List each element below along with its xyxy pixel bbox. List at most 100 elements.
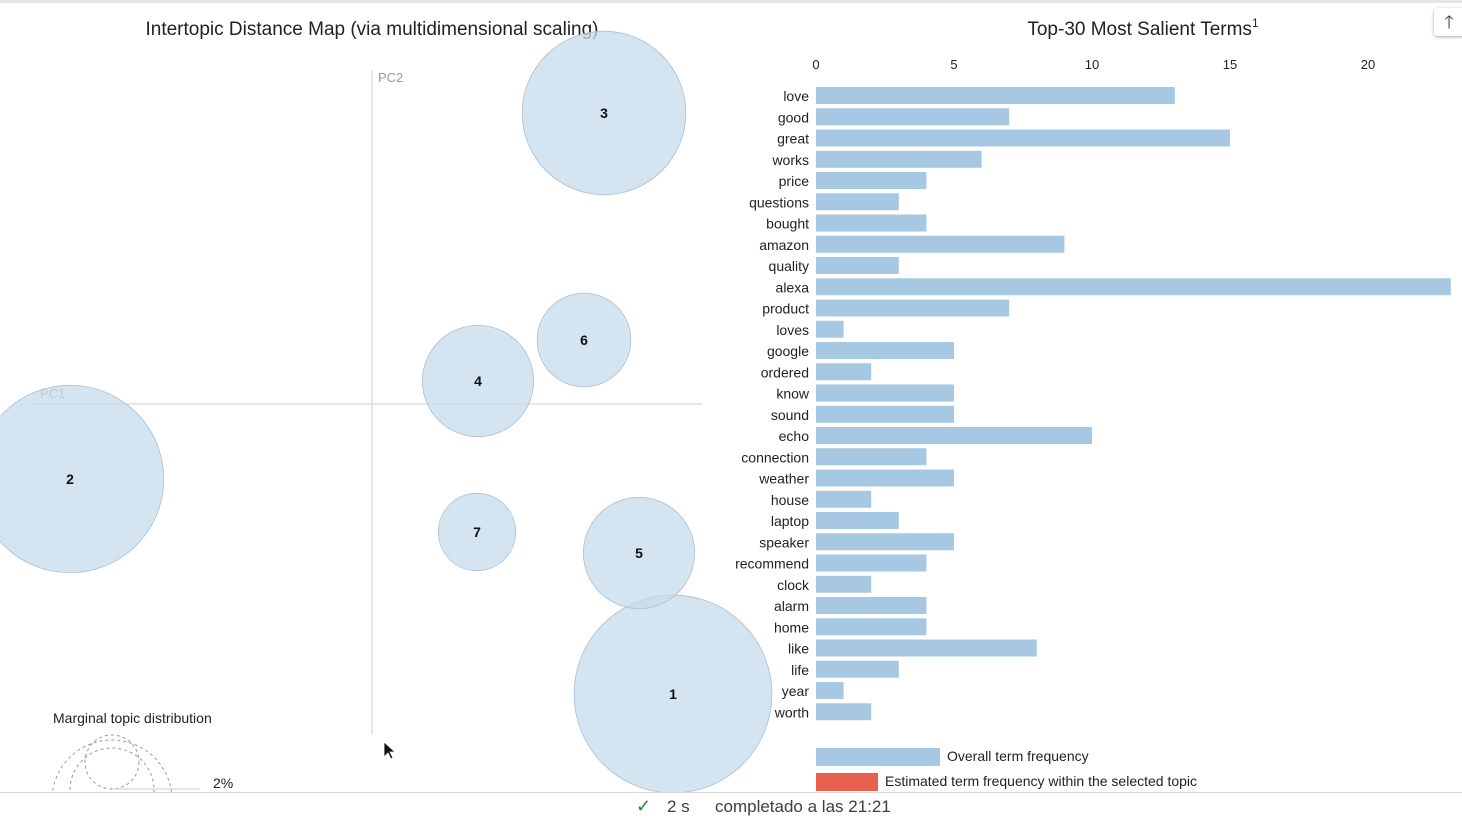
term-label-ordered[interactable]: ordered	[761, 364, 809, 380]
pc2-label: PC2	[378, 70, 403, 85]
ldavis-visualization: Intertopic Distance Map (via multidimens…	[0, 16, 1451, 792]
term-label-weather[interactable]: weather	[758, 471, 809, 487]
marginal-legend	[52, 734, 172, 792]
bar-home[interactable]	[816, 618, 927, 636]
marginal-label: 2%	[213, 775, 233, 791]
output-divider	[0, 792, 1462, 793]
bar-clock[interactable]	[816, 575, 872, 593]
term-label-google[interactable]: google	[767, 343, 809, 359]
term-label-questions[interactable]: questions	[749, 194, 809, 210]
bar-speaker[interactable]	[816, 533, 954, 551]
topic-bubble-6[interactable]	[536, 292, 632, 388]
term-label-alarm[interactable]: alarm	[774, 598, 809, 614]
term-label-sound[interactable]: sound	[771, 407, 809, 423]
legend-swatch-overall	[816, 748, 940, 766]
term-label-great[interactable]: great	[777, 131, 809, 147]
term-label-know[interactable]: know	[776, 386, 810, 402]
bar-year[interactable]	[816, 682, 844, 699]
scroll-to-top-button[interactable]: 🡑	[1434, 8, 1462, 36]
term-label-year[interactable]: year	[782, 683, 810, 699]
term-label-life[interactable]: life	[791, 662, 809, 678]
marginal-circle-large	[52, 739, 172, 792]
term-label-clock[interactable]: clock	[777, 577, 810, 593]
term-label-like[interactable]: like	[788, 641, 809, 657]
bar-worth[interactable]	[816, 703, 872, 721]
bar-recommend[interactable]	[816, 554, 927, 572]
topic-bubble-4[interactable]	[421, 324, 535, 438]
term-label-love[interactable]: love	[783, 88, 809, 104]
topic-label-4: 4	[474, 373, 482, 389]
term-label-laptop[interactable]: laptop	[771, 513, 809, 529]
term-label-home[interactable]: home	[774, 619, 809, 635]
topic-bubble-5[interactable]	[582, 496, 696, 610]
topic-label-5: 5	[635, 545, 643, 561]
term-label-alexa[interactable]: alexa	[776, 279, 810, 295]
bar-alarm[interactable]	[816, 597, 927, 614]
bar-product[interactable]	[816, 299, 1010, 317]
bar-connection[interactable]	[816, 448, 927, 466]
execution-status-bar: ✓ 2 s completado a las 21:21	[0, 794, 1462, 822]
x-tick-label: 15	[1223, 57, 1237, 72]
bar-ordered[interactable]	[816, 363, 872, 381]
bar-sound[interactable]	[816, 405, 954, 423]
bar-title: Top-30 Most Salient Terms1	[1027, 16, 1259, 40]
x-tick-label: 0	[812, 57, 819, 72]
bar-title-text: Top-30 Most Salient Terms	[1027, 19, 1252, 40]
legend-swatch-topic	[816, 773, 878, 791]
bar-good[interactable]	[816, 108, 1010, 126]
topic-label-3: 3	[600, 105, 608, 121]
bar-know[interactable]	[816, 384, 954, 402]
bar-echo[interactable]	[816, 427, 1092, 444]
check-icon: ✓	[636, 796, 652, 816]
legend-label-overall: Overall term frequency	[947, 748, 1089, 764]
bar-like[interactable]	[816, 639, 1037, 657]
topic-label-7: 7	[473, 524, 481, 540]
bar-questions[interactable]	[816, 193, 899, 211]
topic-bubble-2[interactable]	[0, 384, 165, 574]
topic-label-6: 6	[580, 332, 588, 348]
bar-title-superscript: 1	[1252, 16, 1259, 30]
term-label-loves[interactable]: loves	[776, 322, 809, 338]
bar-laptop[interactable]	[816, 512, 899, 529]
bar-price[interactable]	[816, 172, 927, 189]
bar-house[interactable]	[816, 490, 872, 508]
term-label-bought[interactable]: bought	[766, 216, 809, 232]
marginal-title: Marginal topic distribution	[53, 710, 212, 726]
bar-alexa[interactable]	[816, 278, 1451, 296]
bar-works[interactable]	[816, 150, 982, 168]
bar-love[interactable]	[816, 87, 1175, 104]
x-tick-label: 10	[1085, 57, 1099, 72]
bar-great[interactable]	[816, 129, 1230, 147]
topic-bubble-3[interactable]	[521, 30, 687, 196]
mouse-cursor-icon	[383, 741, 397, 760]
execution-duration: 2 s	[667, 797, 690, 816]
salient-terms-chart: Top-30 Most Salient Terms1 0 5 10 15 20 love…	[735, 16, 1451, 791]
execution-message: completado a las 21:21	[715, 797, 891, 816]
intertopic-distance-map: Intertopic Distance Map (via multidimens…	[0, 19, 773, 792]
term-label-speaker[interactable]: speaker	[759, 534, 809, 550]
x-tick-label: 20	[1361, 57, 1375, 72]
topic-label-2: 2	[66, 471, 74, 487]
map-title: Intertopic Distance Map (via multidimens…	[145, 19, 598, 40]
term-label-quality[interactable]: quality	[769, 258, 809, 274]
term-label-connection[interactable]: connection	[741, 449, 809, 465]
bar-loves[interactable]	[816, 320, 844, 338]
bar-quality[interactable]	[816, 257, 899, 274]
bar-bought[interactable]	[816, 214, 927, 232]
term-label-good[interactable]: good	[778, 109, 809, 125]
topic-bubble-7[interactable]	[437, 492, 517, 572]
term-label-recommend[interactable]: recommend	[735, 556, 809, 572]
term-label-amazon[interactable]: amazon	[759, 237, 809, 253]
bar-google[interactable]	[816, 342, 954, 359]
term-label-works[interactable]: works	[771, 152, 809, 168]
bar-weather[interactable]	[816, 469, 954, 487]
bar-life[interactable]	[816, 660, 899, 678]
term-label-house[interactable]: house	[771, 492, 809, 508]
term-label-price[interactable]: price	[779, 173, 810, 189]
term-label-worth[interactable]: worth	[774, 704, 809, 720]
term-label-echo[interactable]: echo	[779, 428, 810, 444]
arrow-up-icon: 🡑	[1444, 12, 1454, 32]
term-label-product[interactable]: product	[762, 301, 809, 317]
top-border	[0, 0, 1462, 3]
bar-amazon[interactable]	[816, 235, 1065, 253]
